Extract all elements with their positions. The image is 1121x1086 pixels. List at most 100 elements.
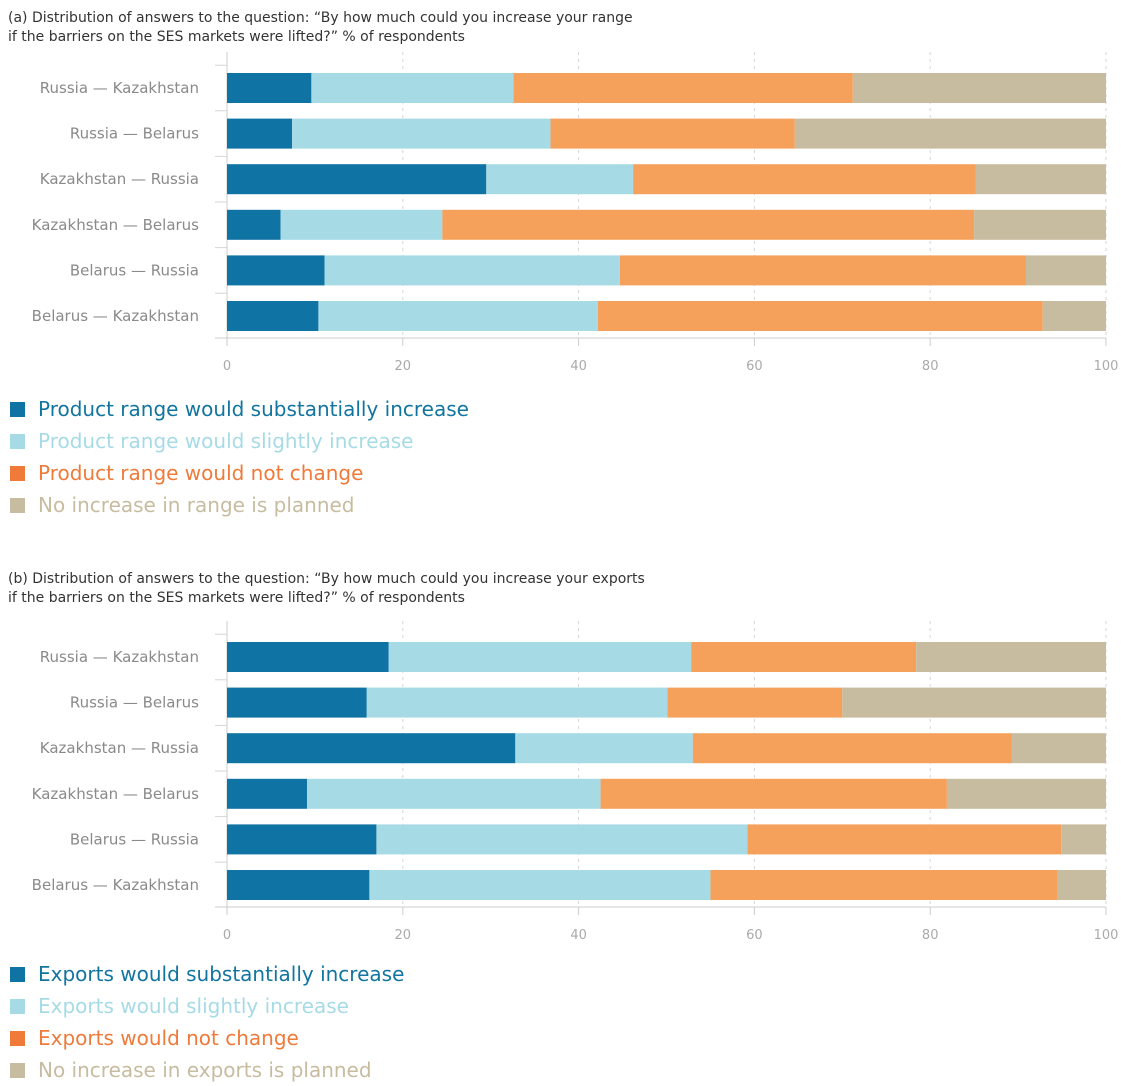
bar-segment (227, 118, 293, 149)
bar-segment (794, 118, 1106, 149)
legend-swatch (10, 433, 25, 449)
category-label: Belarus — Kazakhstan (32, 876, 199, 894)
bar-segment (1042, 301, 1106, 331)
bar-segment (916, 642, 1106, 672)
bar-segment (227, 778, 307, 809)
bar-segment (227, 824, 377, 855)
bar-segment (975, 164, 1106, 195)
x-tick-label: 80 (922, 928, 939, 943)
chart-legend: Product range would substantially increa… (10, 393, 469, 521)
legend-item: Product range would slightly increase (10, 425, 469, 457)
category-label: Russia — Belarus (70, 125, 199, 143)
category-label: Kazakhstan — Russia (40, 170, 199, 188)
bar-segment (600, 778, 947, 809)
category-label: Belarus — Russia (70, 830, 199, 848)
legend-label: No increase in exports is planned (38, 1058, 372, 1082)
bar-segment (376, 824, 748, 855)
legend-label: Exports would not change (38, 1026, 299, 1050)
bar-segment (442, 209, 975, 240)
bar-segment (227, 73, 312, 103)
legend-item: Product range would not change (10, 457, 469, 489)
x-tick-label: 100 (1094, 359, 1119, 374)
legend-swatch (10, 497, 25, 513)
bar-segment (852, 73, 1106, 103)
bar-segment (692, 733, 1012, 764)
chart-a: (a) Distribution of answers to the quest… (0, 0, 1121, 540)
bar-segment (1011, 733, 1106, 764)
x-tick-label: 0 (223, 928, 231, 943)
legend-swatch (10, 998, 25, 1014)
chart-plot: 0 20 40 60 80 100 Russia — Kazakhstan Russia — … (32, 52, 1119, 374)
bar-segment (227, 209, 281, 240)
bar-segment (486, 164, 634, 195)
bar-segment (515, 733, 693, 764)
bar-segment (324, 255, 620, 286)
x-tick-label: 20 (395, 359, 412, 374)
bar-segment (227, 301, 319, 331)
category-label: Kazakhstan — Belarus (32, 216, 200, 234)
legend-label: Product range would not change (38, 461, 364, 485)
bar-segment (318, 301, 598, 331)
bar-segment (388, 642, 692, 672)
legend-item: Product range would substantially increa… (10, 393, 469, 425)
chart-legend: Exports would substantially increase Expo… (10, 958, 404, 1086)
legend-label: Product range would slightly increase (38, 429, 414, 453)
bar-segment (747, 824, 1062, 855)
legend-swatch (10, 465, 25, 481)
bar-segment (1061, 824, 1106, 855)
x-tick-label: 20 (395, 928, 412, 943)
x-tick-label: 0 (223, 359, 231, 374)
bar-segment (366, 687, 668, 718)
category-label: Russia — Kazakhstan (40, 648, 199, 666)
bar-segment (842, 687, 1106, 718)
bar-segment (280, 209, 443, 240)
bar-segment (227, 255, 325, 286)
legend-label: Product range would substantially increa… (38, 397, 469, 421)
legend-swatch (10, 1062, 25, 1078)
bar-segment (369, 870, 711, 900)
bar-segment (633, 164, 976, 195)
bar-segment (1026, 255, 1106, 286)
legend-label: Exports would substantially increase (38, 962, 405, 986)
category-label: Kazakhstan — Belarus (32, 785, 200, 803)
category-label: Russia — Kazakhstan (40, 79, 199, 97)
bar-segment (597, 301, 1043, 331)
bar-segment (550, 118, 795, 149)
bar-segment (227, 164, 487, 195)
legend-item: Exports would not change (10, 1022, 404, 1054)
bar-segment (306, 778, 601, 809)
legend-swatch (10, 401, 25, 417)
category-label: Belarus — Kazakhstan (32, 307, 199, 325)
chart-b: (b) Distribution of answers to the quest… (0, 570, 1121, 1085)
bar-segment (227, 687, 367, 718)
x-tick-label: 100 (1094, 928, 1119, 943)
bar-segment (691, 642, 917, 672)
legend-item: Exports would slightly increase (10, 990, 404, 1022)
x-tick-label: 60 (746, 928, 763, 943)
legend-swatch (10, 966, 25, 982)
x-tick-label: 40 (570, 928, 587, 943)
legend-label: No increase in range is planned (38, 493, 355, 517)
bar-segment (667, 687, 843, 718)
bar-segment (1057, 870, 1106, 900)
legend-item: No increase in range is planned (10, 489, 469, 521)
x-tick-label: 60 (746, 359, 763, 374)
category-label: Belarus — Russia (70, 261, 199, 279)
bar-segment (227, 733, 516, 764)
bar-segment (619, 255, 1027, 286)
x-tick-label: 40 (570, 359, 587, 374)
category-label: Kazakhstan — Russia (40, 739, 199, 757)
bar-segment (311, 73, 514, 103)
chart-title: (a) Distribution of answers to the quest… (8, 10, 633, 45)
legend-label: Exports would slightly increase (38, 994, 349, 1018)
chart-plot: 0 20 40 60 80 100 Russia — Kazakhstan Russia — … (32, 621, 1119, 943)
bar-segment (710, 870, 1058, 900)
legend-item: No increase in exports is planned (10, 1054, 404, 1086)
category-label: Russia — Belarus (70, 694, 199, 712)
legend-swatch (10, 1030, 25, 1046)
bar-segment (974, 209, 1106, 240)
bar-segment (946, 778, 1106, 809)
legend-item: Exports would substantially increase (10, 958, 404, 990)
bar-segment (227, 870, 370, 900)
bar-segment (227, 642, 389, 672)
